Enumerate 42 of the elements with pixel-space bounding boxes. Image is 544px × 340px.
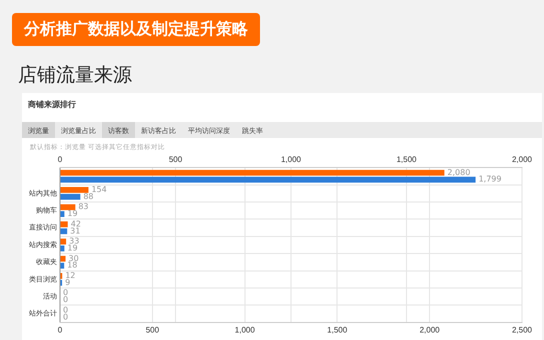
text: 商铺来源排行 (28, 99, 76, 110)
x-tick-label: 2,500 (512, 325, 533, 334)
x2-tick-label: 0 (58, 155, 63, 164)
x-tick-label: 2,000 (420, 325, 440, 334)
data-label: 83 (78, 202, 89, 212)
bar (60, 262, 64, 269)
x2-tick-label: 1,500 (396, 155, 418, 164)
bar (60, 170, 444, 176)
x-tick-label: 0 (58, 325, 63, 334)
data-label: 18 (67, 260, 78, 270)
bar (60, 246, 64, 252)
x2-tick-label: 1,000 (280, 155, 302, 164)
data-label: 9 (65, 278, 70, 287)
bar (60, 187, 88, 193)
data-label: 12 (65, 271, 76, 280)
data-label: 0 (63, 312, 68, 322)
data-label: 2,080 (447, 168, 470, 177)
bar (60, 221, 68, 228)
x-tick-label: 1,000 (234, 325, 256, 334)
bar (60, 204, 76, 210)
bar (60, 256, 66, 262)
chart-title: 分析推广数据以及制定提升策略 (12, 13, 260, 46)
bar (60, 238, 66, 244)
data-label: 0 (63, 305, 68, 314)
data-label: 154 (91, 185, 107, 194)
x2-tick-label: 500 (168, 155, 183, 164)
data-label: 19 (67, 209, 78, 218)
data-label: 1,799 (478, 174, 502, 184)
chart-subtitle: 店铺流量来源 (18, 63, 132, 88)
data-label: 88 (83, 192, 94, 201)
x-tick-label: 1,500 (327, 325, 348, 334)
data-label: 30 (68, 254, 79, 263)
data-label: 19 (67, 244, 78, 253)
data-label: 0 (63, 295, 68, 304)
data-label: 33 (69, 236, 80, 246)
data-label: 42 (70, 219, 81, 228)
bar (60, 228, 68, 234)
bar (60, 211, 64, 217)
data-label: 0 (63, 288, 68, 298)
data-label: 31 (70, 226, 80, 236)
x-tick-label: 500 (146, 325, 160, 334)
x2-tick-label: 2,000 (512, 155, 533, 164)
